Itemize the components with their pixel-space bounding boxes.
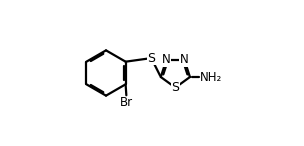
Text: NH₂: NH₂ [199,71,222,84]
Text: Br: Br [120,96,133,109]
Text: S: S [171,81,179,94]
Text: S: S [147,52,155,65]
Text: N: N [180,53,189,66]
Text: N: N [162,53,171,66]
